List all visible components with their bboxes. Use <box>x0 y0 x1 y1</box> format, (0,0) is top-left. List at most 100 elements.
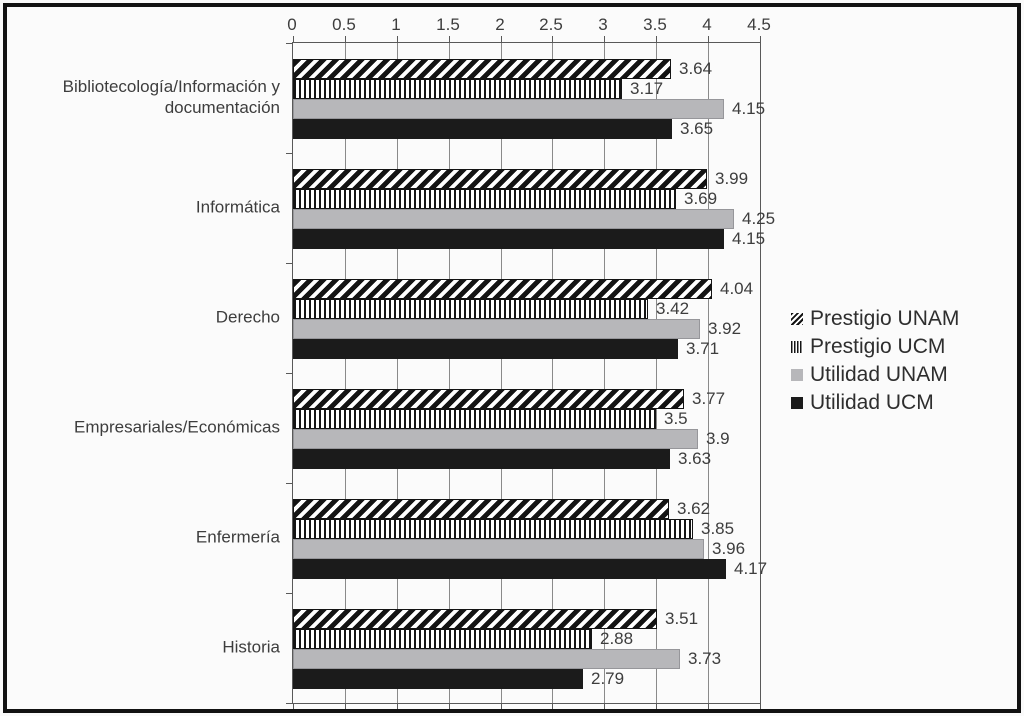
category-axis-tick <box>286 373 292 374</box>
x-axis-tick <box>760 704 761 709</box>
bar <box>293 409 656 429</box>
x-axis-tick-label: 0.5 <box>332 15 356 34</box>
x-axis-tick <box>604 704 605 709</box>
bar-value-label: 3.65 <box>680 119 714 138</box>
bar <box>293 209 734 229</box>
x-axis-tick <box>760 36 761 42</box>
bar <box>293 449 670 469</box>
category-axis-tick <box>286 43 292 44</box>
category-axis-tick <box>286 153 292 154</box>
bar <box>293 299 648 319</box>
bar <box>293 339 678 359</box>
category-label: Bibliotecología/Información y documentac… <box>62 77 280 117</box>
x-axis-tick-label: 4 <box>702 15 712 34</box>
x-axis-tick-label: 1.5 <box>436 15 460 34</box>
bar-value-label: 4.15 <box>732 229 766 248</box>
x-axis-tick <box>604 36 605 42</box>
bar <box>293 559 726 579</box>
bar <box>293 99 724 119</box>
legend-item: Utilidad UCM <box>791 389 959 417</box>
x-axis-tick <box>345 36 346 42</box>
x-axis-tick <box>293 36 294 42</box>
category-axis-tick <box>286 703 292 704</box>
bar-value-label: 3.17 <box>630 79 664 98</box>
bar-value-label: 3.5 <box>664 409 688 428</box>
x-axis-tick <box>552 36 553 42</box>
bar <box>293 229 724 249</box>
bar-value-label: 3.73 <box>688 649 722 668</box>
bar-value-label: 4.15 <box>732 99 766 118</box>
bar-value-label: 3.51 <box>665 609 699 628</box>
legend-item: Prestigio UCM <box>791 333 959 361</box>
bar <box>293 519 693 539</box>
bar-value-label: 3.92 <box>708 319 742 338</box>
x-axis-tick <box>656 36 657 42</box>
gridline <box>501 43 502 703</box>
bar-value-label: 3.9 <box>706 429 730 448</box>
bar-value-label: 3.62 <box>677 499 711 518</box>
category-label: Enfermería <box>195 527 280 547</box>
bar <box>293 499 669 519</box>
vertical-stripes-legend-swatch <box>791 341 803 353</box>
bar-value-label: 4.04 <box>720 279 754 298</box>
bar <box>293 629 592 649</box>
x-axis-tick-label: 4.5 <box>747 15 771 34</box>
category-label: Informática <box>195 197 280 217</box>
gridline <box>397 43 398 703</box>
bar <box>293 649 680 669</box>
bar <box>293 169 707 189</box>
x-axis-tick-label: 2.5 <box>539 15 563 34</box>
bar-value-label: 3.42 <box>656 299 690 318</box>
x-axis-tick <box>449 704 450 709</box>
legend-item-label: Prestigio UCM <box>810 335 946 358</box>
bar-value-label: 3.96 <box>712 539 746 558</box>
x-axis-tick <box>345 704 346 709</box>
legend-item-label: Prestigio UNAM <box>810 307 960 330</box>
gridline <box>345 43 346 703</box>
x-axis-tick <box>449 36 450 42</box>
x-axis-tick <box>397 704 398 709</box>
bar-value-label: 3.99 <box>715 169 749 188</box>
bar-value-label: 3.69 <box>684 189 718 208</box>
gridline <box>552 43 553 703</box>
bar <box>293 119 672 139</box>
x-axis-tick-label: 0 <box>287 15 297 34</box>
legend-item-label: Utilidad UCM <box>810 391 934 414</box>
solid-black-legend-swatch <box>791 397 803 409</box>
legend-item-label: Utilidad UNAM <box>810 363 948 386</box>
category-axis-tick <box>286 263 292 264</box>
category-label: Derecho <box>215 307 280 327</box>
bar-value-label: 2.88 <box>600 629 634 648</box>
bar <box>293 429 698 449</box>
x-axis-tick-label: 3 <box>598 15 608 34</box>
bar <box>293 319 700 339</box>
x-axis-tick <box>708 704 709 709</box>
x-axis-tick <box>552 704 553 709</box>
category-axis-tick <box>286 593 292 594</box>
x-axis-tick <box>656 704 657 709</box>
plot-area: 3.64 3.17 4.15 3.65 3.99 3.69 4.25 4.15 4.04 3.42… <box>286 36 775 709</box>
legend: Prestigio UNAM Prestigio UCM Utilidad UNAM… <box>791 305 959 417</box>
gridline <box>656 43 657 703</box>
bar-value-label: 3.85 <box>701 519 735 538</box>
legend-item: Utilidad UNAM <box>791 361 959 389</box>
bar-value-label: 3.71 <box>686 339 720 358</box>
category-label: Empresariales/Económicas <box>74 417 280 437</box>
x-axis-tick <box>293 704 294 709</box>
x-axis-tick <box>397 36 398 42</box>
bar <box>293 189 676 209</box>
gridline <box>449 43 450 703</box>
solid-gray-legend-swatch <box>791 369 803 381</box>
category-label: Historia <box>222 637 280 657</box>
legend-item: Prestigio UNAM <box>791 305 959 333</box>
bar <box>293 389 684 409</box>
x-axis-tick-label: 1 <box>391 15 401 34</box>
bar <box>293 279 712 299</box>
diagonal-hatch-legend-swatch <box>791 313 803 325</box>
x-axis-tick <box>501 704 502 709</box>
bar-value-label: 3.63 <box>678 449 712 468</box>
x-axis-tick <box>501 36 502 42</box>
x-axis-tick-label: 3.5 <box>643 15 667 34</box>
bar <box>293 609 657 629</box>
